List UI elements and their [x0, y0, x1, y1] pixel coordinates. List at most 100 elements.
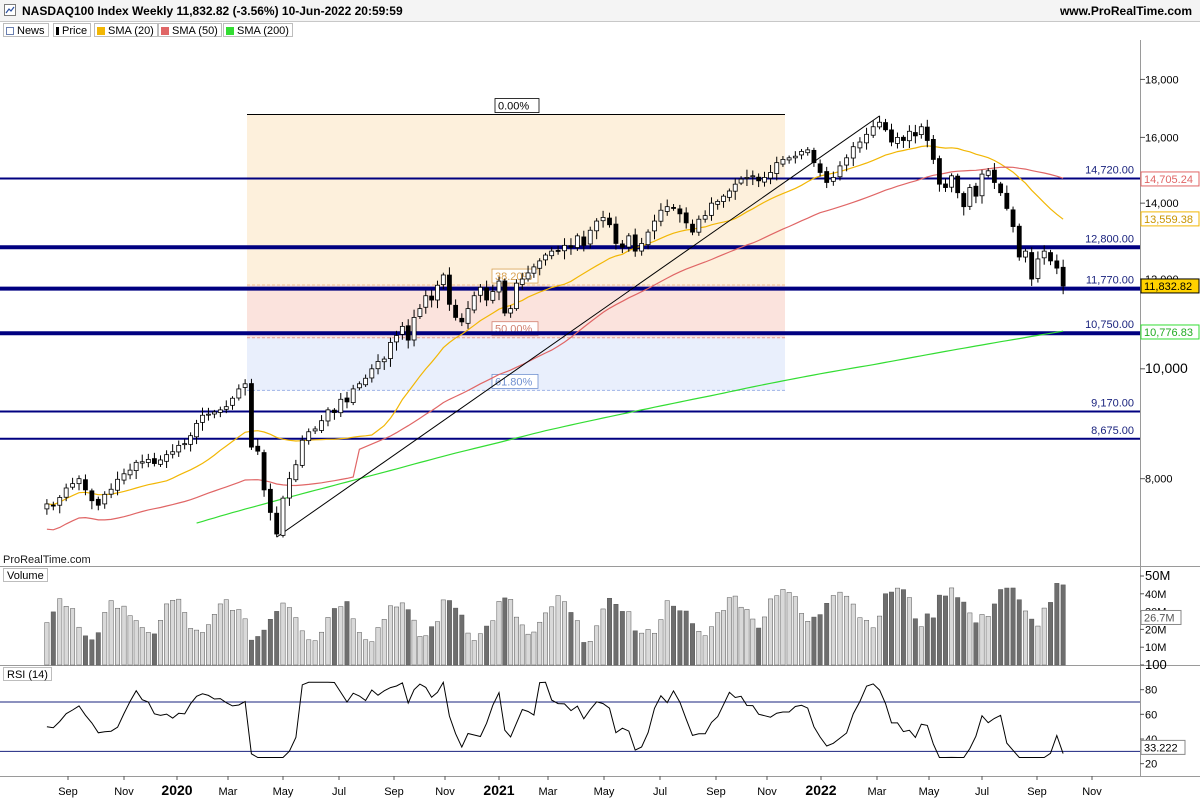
candle-body: [338, 398, 344, 414]
support-level-label: 10,750.00: [1085, 319, 1134, 331]
volume-bar: [738, 606, 744, 666]
volume-bar: [145, 632, 151, 666]
candle-body: [194, 423, 199, 438]
candle-body: [332, 409, 337, 413]
legend-price[interactable]: Price: [53, 23, 92, 37]
volume-bar: [658, 619, 664, 666]
volume-bar: [895, 587, 900, 666]
candle-body: [447, 274, 452, 305]
sma50-swatch: [161, 27, 169, 35]
candle-body: [293, 464, 299, 481]
legend-sma200[interactable]: SMA (200): [223, 23, 293, 37]
volume-bar: [261, 629, 267, 666]
volume-bar: [677, 610, 683, 666]
candle-body: [1048, 252, 1053, 262]
volume-bar: [356, 632, 362, 666]
date-tick-label: May: [919, 786, 940, 798]
volume-bar: [1023, 610, 1028, 666]
rsi-panel-label[interactable]: RSI (14): [3, 667, 52, 681]
volume-bar: [344, 601, 350, 666]
candle-body: [877, 121, 882, 128]
volume-bar: [477, 633, 483, 666]
site-url[interactable]: www.ProRealTime.com: [1059, 4, 1192, 18]
volume-bar: [108, 600, 114, 666]
volume-bar: [82, 635, 88, 666]
volume-bar: [555, 595, 561, 666]
volume-bar: [568, 612, 574, 666]
candle-body: [139, 461, 145, 464]
volume-bar: [1041, 607, 1047, 666]
volume-bar: [664, 600, 670, 666]
volume-bar: [267, 619, 273, 666]
date-tick-label: Mar: [539, 786, 558, 798]
volume-panel-label[interactable]: Volume: [3, 568, 48, 582]
volume-bar: [574, 620, 580, 666]
volume-bar: [1060, 584, 1066, 666]
volume-bar: [877, 615, 883, 666]
candle-body: [967, 187, 973, 207]
date-tick-label: Nov: [114, 786, 134, 798]
candle-body: [429, 295, 435, 301]
volume-bar: [607, 597, 612, 666]
legend-news[interactable]: News: [3, 23, 49, 37]
volume-bar: [811, 616, 817, 666]
volume-bar: [702, 635, 708, 666]
candle-body: [152, 458, 157, 464]
volume-bar: [381, 619, 387, 666]
volume-bar: [423, 635, 429, 666]
candle-body: [799, 151, 804, 156]
date-tick-label: Nov: [757, 786, 777, 798]
news-icon: [6, 27, 14, 35]
candle-body: [423, 295, 429, 308]
volume-bar: [325, 617, 331, 666]
volume-bar: [936, 594, 942, 666]
volume-bar: [102, 612, 108, 666]
price-tag-box: [1140, 278, 1200, 294]
volume-bar: [89, 639, 95, 666]
candle-body: [145, 458, 151, 463]
candle-body: [1060, 266, 1066, 287]
sma200-line: [196, 330, 1064, 524]
candle-body: [417, 308, 423, 317]
candle-body: [1023, 250, 1028, 258]
volume-bar: [924, 613, 930, 666]
candle-body: [519, 278, 525, 285]
volume-bar: [151, 633, 157, 666]
volume-bar: [998, 589, 1004, 666]
volume-bar: [918, 626, 924, 666]
legend-sma200-label: SMA (200): [237, 25, 289, 37]
volume-bar: [955, 597, 961, 666]
volume-bar: [435, 621, 440, 666]
volume-bar: [562, 601, 567, 666]
candle-body: [236, 388, 242, 399]
volume-bar: [319, 631, 325, 666]
sma20-swatch: [97, 27, 105, 35]
candle-body: [188, 435, 194, 445]
candle-body: [306, 431, 312, 442]
candle-body: [108, 488, 114, 495]
volume-bar: [338, 606, 344, 666]
legend-sma50-label: SMA (50): [172, 25, 218, 37]
volume-bar: [182, 612, 188, 666]
volume-bar: [780, 589, 786, 666]
volume-bar: [411, 619, 417, 666]
candle-body: [756, 176, 762, 182]
candle-body: [732, 183, 738, 192]
volume-bar: [206, 624, 211, 666]
volume-bar: [242, 618, 248, 666]
candle-body: [435, 284, 440, 301]
volume-bar: [750, 618, 756, 666]
volume-bar: [930, 617, 936, 666]
volume-bar: [817, 614, 823, 666]
legend-sma50[interactable]: SMA (50): [158, 23, 222, 37]
candle-body: [325, 409, 331, 422]
volume-bar: [508, 599, 514, 666]
candle-body: [200, 414, 205, 423]
candle-body: [525, 272, 531, 280]
volume-bar: [709, 626, 714, 666]
candle-body: [930, 139, 936, 160]
sma200-tag-box: [1140, 324, 1200, 340]
candle-body: [824, 171, 830, 183]
legend-sma20[interactable]: SMA (20): [94, 23, 158, 37]
